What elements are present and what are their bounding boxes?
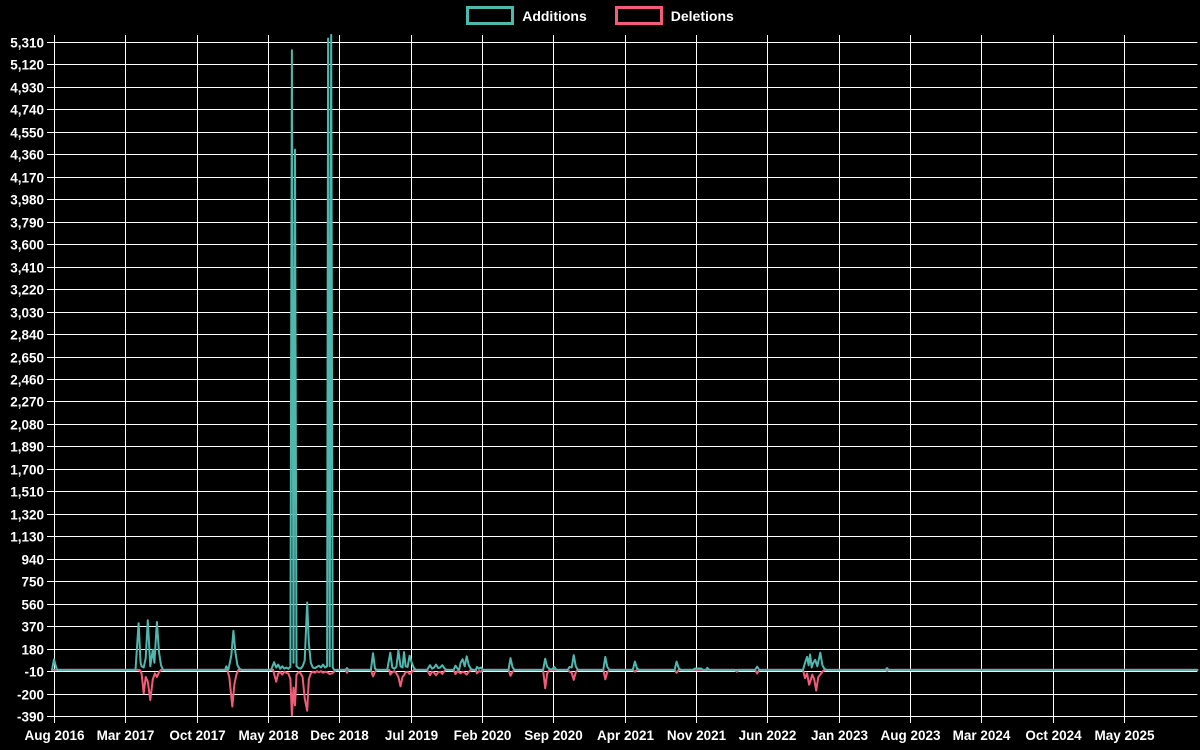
series-additions-line <box>51 33 1199 671</box>
y-tick-label: 5,120 <box>10 58 44 73</box>
y-tick-label: -390 <box>17 710 44 725</box>
y-tick-label: 3,600 <box>10 238 44 253</box>
grid-lines <box>47 35 1198 723</box>
legend-item-deletions[interactable]: Deletions <box>614 6 734 25</box>
x-tick-label: Aug 2016 <box>24 728 85 743</box>
additions-swatch-icon <box>466 6 515 25</box>
y-tick-label: 3,220 <box>10 283 44 298</box>
x-tick-label: Aug 2023 <box>880 728 941 743</box>
y-tick-label: 5,310 <box>10 36 44 51</box>
legend-label-deletions: Deletions <box>670 7 734 24</box>
legend-label-additions: Additions <box>522 7 587 24</box>
y-tick-label: 1,320 <box>10 508 44 523</box>
y-tick-label: 4,550 <box>10 126 44 141</box>
axis-labels: 5,310 5,120 4,930 4,740 4,550 4,360 4,170 3,980… <box>10 36 1155 744</box>
y-tick-label: 4,740 <box>10 103 44 118</box>
x-tick-label: Feb 2020 <box>454 728 512 743</box>
x-tick-label: Apr 2021 <box>597 728 655 743</box>
y-tick-label: 180 <box>21 643 44 658</box>
y-tick-label: 560 <box>21 598 44 613</box>
y-tick-label: 2,840 <box>10 328 44 343</box>
series-deletions-line <box>51 668 1199 717</box>
y-tick-label: 3,790 <box>10 216 44 231</box>
x-tick-label: Oct 2017 <box>169 728 225 743</box>
x-tick-label: May 2018 <box>238 728 299 743</box>
y-tick-label: 750 <box>21 575 44 590</box>
y-tick-label: 3,980 <box>10 193 44 208</box>
x-tick-label: Dec 2018 <box>310 728 369 743</box>
y-tick-label: 370 <box>21 620 44 635</box>
deletions-swatch-icon <box>614 6 663 25</box>
legend-item-additions[interactable]: Additions <box>466 6 587 25</box>
chart-legend: Additions Deletions <box>0 6 1200 25</box>
x-tick-label: Jun 2022 <box>739 728 797 743</box>
y-tick-label: 1,510 <box>10 485 44 500</box>
x-tick-label: Oct 2024 <box>1025 728 1082 743</box>
x-tick-label: May 2025 <box>1094 728 1155 743</box>
x-tick-label: Mar 2024 <box>953 728 1011 743</box>
y-tick-label: 940 <box>21 553 44 568</box>
y-tick-label: 4,170 <box>10 171 44 186</box>
y-tick-label: 4,930 <box>10 81 44 96</box>
y-tick-label: 3,410 <box>10 261 44 276</box>
y-tick-label: 4,360 <box>10 148 44 163</box>
x-tick-label: Jan 2023 <box>811 728 869 743</box>
y-tick-label: 3,030 <box>10 306 44 321</box>
y-tick-label: 1,130 <box>10 530 44 545</box>
y-tick-label: -200 <box>17 688 44 703</box>
x-tick-label: Sep 2020 <box>524 728 583 743</box>
x-tick-label: Nov 2021 <box>667 728 727 743</box>
y-tick-label: 2,270 <box>10 395 44 410</box>
x-tick-label: Jul 2019 <box>385 728 438 743</box>
x-tick-label: Mar 2017 <box>97 728 155 743</box>
y-tick-label: 1,890 <box>10 440 44 455</box>
y-tick-label: 2,650 <box>10 351 44 366</box>
y-tick-label: 2,460 <box>10 373 44 388</box>
y-tick-label: 1,700 <box>10 463 44 478</box>
y-tick-label: -10 <box>24 665 44 680</box>
y-tick-label: 2,080 <box>10 418 44 433</box>
